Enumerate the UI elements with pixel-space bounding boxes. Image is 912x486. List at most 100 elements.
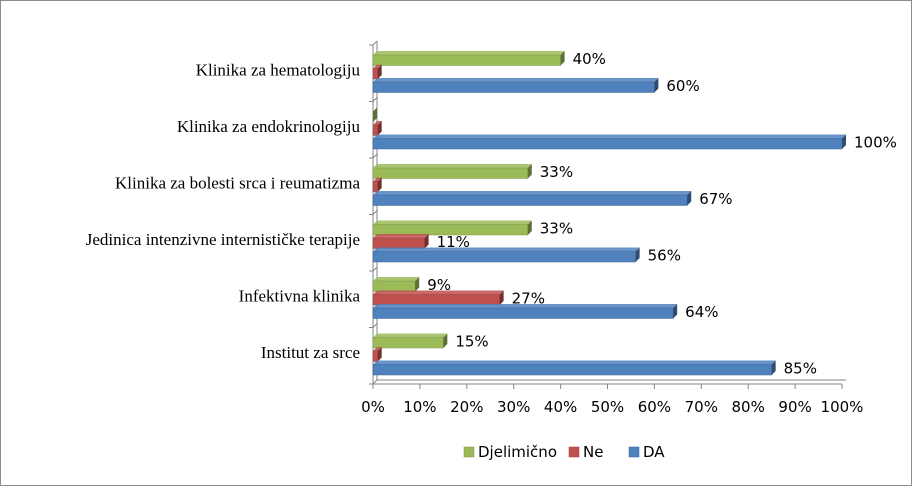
bar-end-face xyxy=(377,177,382,192)
data-label: 56% xyxy=(648,247,681,265)
bar-djelimi-no xyxy=(372,107,377,123)
chart-bars xyxy=(372,51,846,376)
data-label: 64% xyxy=(685,303,718,321)
y-axis-tick xyxy=(372,40,378,46)
bar-front-face xyxy=(372,364,772,376)
x-tick-label: 0% xyxy=(361,398,385,416)
y-axis-tick xyxy=(372,210,378,215)
bar-end-face xyxy=(377,347,382,362)
bar-top-face xyxy=(373,177,382,182)
bar-top-face xyxy=(373,64,382,69)
category-label: Infektivna klinika xyxy=(239,286,361,305)
category-label: Klinika za hematologiju xyxy=(196,60,361,79)
data-label: 11% xyxy=(437,233,470,251)
bar-end-face xyxy=(377,121,382,136)
category-label: Klinika za endokrinologiju xyxy=(177,117,361,136)
bar-front-face xyxy=(372,81,655,93)
data-label: 100% xyxy=(854,134,897,152)
data-label: 27% xyxy=(512,290,545,308)
bar-end-face xyxy=(377,64,382,79)
bar-end-face xyxy=(527,220,532,235)
bar-end-face xyxy=(499,290,504,305)
bar-ne xyxy=(372,121,382,136)
x-tick-label: 90% xyxy=(778,398,811,416)
legend-swatch xyxy=(463,446,475,458)
bar-top-face xyxy=(373,191,692,195)
bar-top-face xyxy=(373,333,448,338)
bar-front-face xyxy=(372,307,674,319)
x-tick-label: 10% xyxy=(403,398,436,416)
bar-front-face xyxy=(372,350,378,362)
bar-ne xyxy=(372,177,382,193)
data-label: 33% xyxy=(540,163,573,181)
x-tick-label: 60% xyxy=(638,398,671,416)
x-tick-label: 30% xyxy=(497,398,530,416)
bar-end-face xyxy=(842,134,846,149)
bar-top-face xyxy=(373,51,565,55)
bar-front-face xyxy=(372,237,425,249)
bar-ne xyxy=(372,234,429,249)
bar-da xyxy=(372,191,692,206)
bar-top-face xyxy=(373,290,504,295)
bar-front-face xyxy=(372,280,416,292)
bar-da xyxy=(372,78,659,93)
bar-top-face xyxy=(373,134,846,139)
bar-top-face xyxy=(373,277,420,281)
bar-top-face xyxy=(373,360,776,365)
y-axis-tick xyxy=(372,266,378,272)
bar-front-face xyxy=(372,167,529,179)
bar-top-face xyxy=(373,164,532,168)
legend-label: Djelimično xyxy=(478,443,557,461)
legend-label: DA xyxy=(643,443,665,461)
bar-top-face xyxy=(373,234,429,238)
bar-top-face xyxy=(373,121,382,125)
x-tick-label: 40% xyxy=(544,398,577,416)
category-label: Klinika za bolesti srca i reumatizma xyxy=(115,173,360,192)
bar-end-face xyxy=(635,247,640,262)
bar-da xyxy=(372,304,678,319)
data-label: 33% xyxy=(540,220,573,238)
bar-djelimi-no xyxy=(372,333,448,349)
bar-end-face xyxy=(654,78,659,93)
bar-end-face xyxy=(373,107,377,122)
bar-da xyxy=(372,360,776,376)
x-tick-label: 80% xyxy=(732,398,765,416)
bar-front-face xyxy=(372,337,444,349)
bar-ne xyxy=(372,347,382,362)
bar-djelimi-no xyxy=(372,277,420,292)
x-tick-label: 20% xyxy=(450,398,483,416)
bar-front-face xyxy=(372,181,378,193)
bar-djelimi-no xyxy=(372,51,565,66)
category-label: Jedinica intenzivne internističke terapi… xyxy=(86,230,360,249)
chart-axes: 0% 10% 20% 30% 40% 50% 60% 70% 80% 90% 100% xyxy=(361,40,864,416)
data-label: 9% xyxy=(427,276,451,294)
x-tick-label: 50% xyxy=(591,398,624,416)
y-axis-tick xyxy=(372,153,378,159)
bar-end-face xyxy=(415,277,420,292)
legend-label: Ne xyxy=(583,443,603,461)
bar-end-face xyxy=(527,164,532,179)
y-axis-tick xyxy=(372,379,378,385)
data-label: 60% xyxy=(666,77,699,95)
bar-front-face xyxy=(372,251,636,263)
bar-end-face xyxy=(771,360,776,375)
bar-djelimi-no xyxy=(372,164,532,179)
bar-end-face xyxy=(673,304,678,319)
bar-ne xyxy=(372,64,382,80)
data-label: 15% xyxy=(455,333,488,351)
data-label: 67% xyxy=(699,190,732,208)
bar-front-face xyxy=(372,138,843,150)
data-label: 40% xyxy=(573,50,606,68)
legend-swatch xyxy=(628,446,640,458)
bar-djelimi-no xyxy=(372,220,532,236)
bar-da xyxy=(372,247,640,263)
x-tick-label: 70% xyxy=(685,398,718,416)
x-tick-label: 100% xyxy=(821,398,864,416)
bar-front-face xyxy=(372,294,500,306)
data-label: 85% xyxy=(784,360,817,378)
bar-end-face xyxy=(560,51,565,66)
bar-end-face xyxy=(424,234,429,249)
bar-front-face xyxy=(372,194,688,206)
bar-front-face xyxy=(372,124,378,136)
